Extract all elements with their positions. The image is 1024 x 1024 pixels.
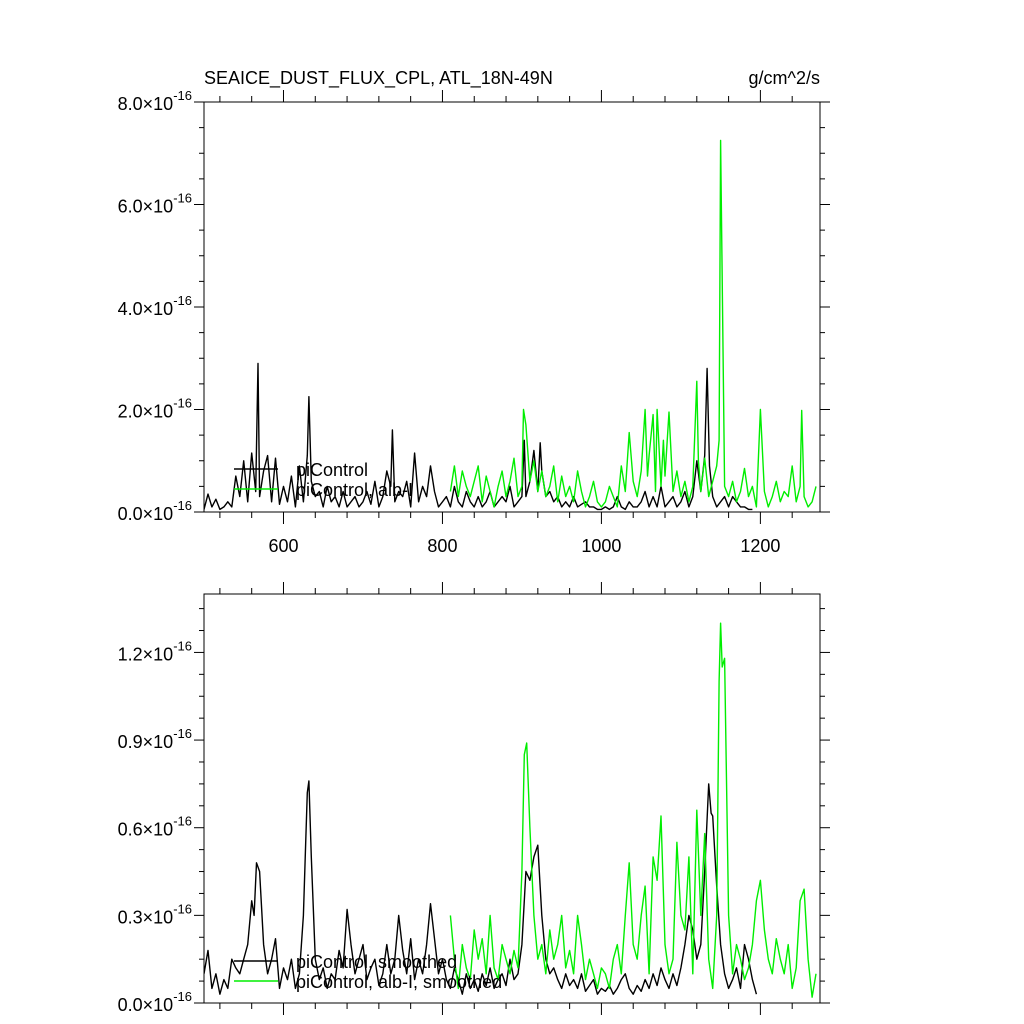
y-tick-mantissa: 4.0×10	[118, 299, 174, 319]
y-tick-exponent: -16	[173, 396, 192, 411]
y-tick-mantissa: 0.3×10	[118, 907, 174, 927]
y-tick-exponent: -16	[173, 191, 192, 206]
y-tick-label: 0.0×10-16	[118, 498, 192, 524]
y-tick-exponent: -16	[173, 293, 192, 308]
y-tick-exponent: -16	[173, 901, 192, 916]
y-tick-exponent: -16	[173, 814, 192, 829]
x-tick-label: 1000	[581, 536, 621, 556]
y-tick-label: 8.0×10-16	[118, 88, 192, 114]
y-tick-exponent: -16	[173, 88, 192, 103]
series-line-2	[449, 622, 817, 998]
y-tick-label: 4.0×10-16	[118, 293, 192, 319]
y-tick-mantissa: 1.2×10	[118, 644, 174, 664]
y-tick-exponent: -16	[173, 638, 192, 653]
plot-panel-1: 600 800 1000 12000.0×10-162.0×10-164.0×10-1…	[118, 88, 830, 556]
y-tick-label: 0.0×10-16	[118, 989, 192, 1015]
y-tick-mantissa: 0.0×10	[118, 504, 174, 524]
y-tick-label: 0.3×10-16	[118, 901, 192, 927]
plot-panel-2: 0.0×10-160.3×10-160.6×10-160.9×10-161.2×…	[118, 582, 830, 1015]
plot-frame	[203, 101, 821, 513]
y-tick-label: 1.2×10-16	[118, 638, 192, 664]
series-group	[204, 139, 817, 511]
legend-label-1: piControl	[296, 460, 368, 480]
y-tick-mantissa: 2.0×10	[118, 402, 174, 422]
units-label: g/cm^2/s	[749, 68, 820, 88]
y-tick-exponent: -16	[173, 989, 192, 1004]
legend-label-2: piControl, alb-I, smoothed	[296, 972, 502, 992]
y-tick-mantissa: 0.6×10	[118, 820, 174, 840]
x-tick-label: 1200	[740, 536, 780, 556]
y-tick-exponent: -16	[173, 498, 192, 513]
x-tick-label: 800	[427, 536, 457, 556]
y-tick-label: 2.0×10-16	[118, 396, 192, 422]
y-tick-mantissa: 0.0×10	[118, 995, 174, 1015]
y-tick-mantissa: 0.9×10	[118, 732, 174, 752]
y-tick-mantissa: 6.0×10	[118, 197, 174, 217]
series-line-2	[449, 139, 817, 508]
series-line-1	[204, 780, 758, 995]
x-tick-label: 600	[268, 536, 298, 556]
legend-label-1: piControl, smoothed	[296, 952, 457, 972]
y-tick-mantissa: 8.0×10	[118, 94, 174, 114]
y-tick-exponent: -16	[173, 726, 192, 741]
y-tick-label: 0.6×10-16	[118, 814, 192, 840]
y-tick-label: 0.9×10-16	[118, 726, 192, 752]
series-group	[204, 622, 817, 998]
plot-frame	[203, 593, 821, 1004]
legend-label-2: piControl, alb-I	[296, 480, 413, 500]
chart-title: SEAICE_DUST_FLUX_CPL, ATL_18N-49N	[204, 68, 553, 89]
y-tick-label: 6.0×10-16	[118, 191, 192, 217]
